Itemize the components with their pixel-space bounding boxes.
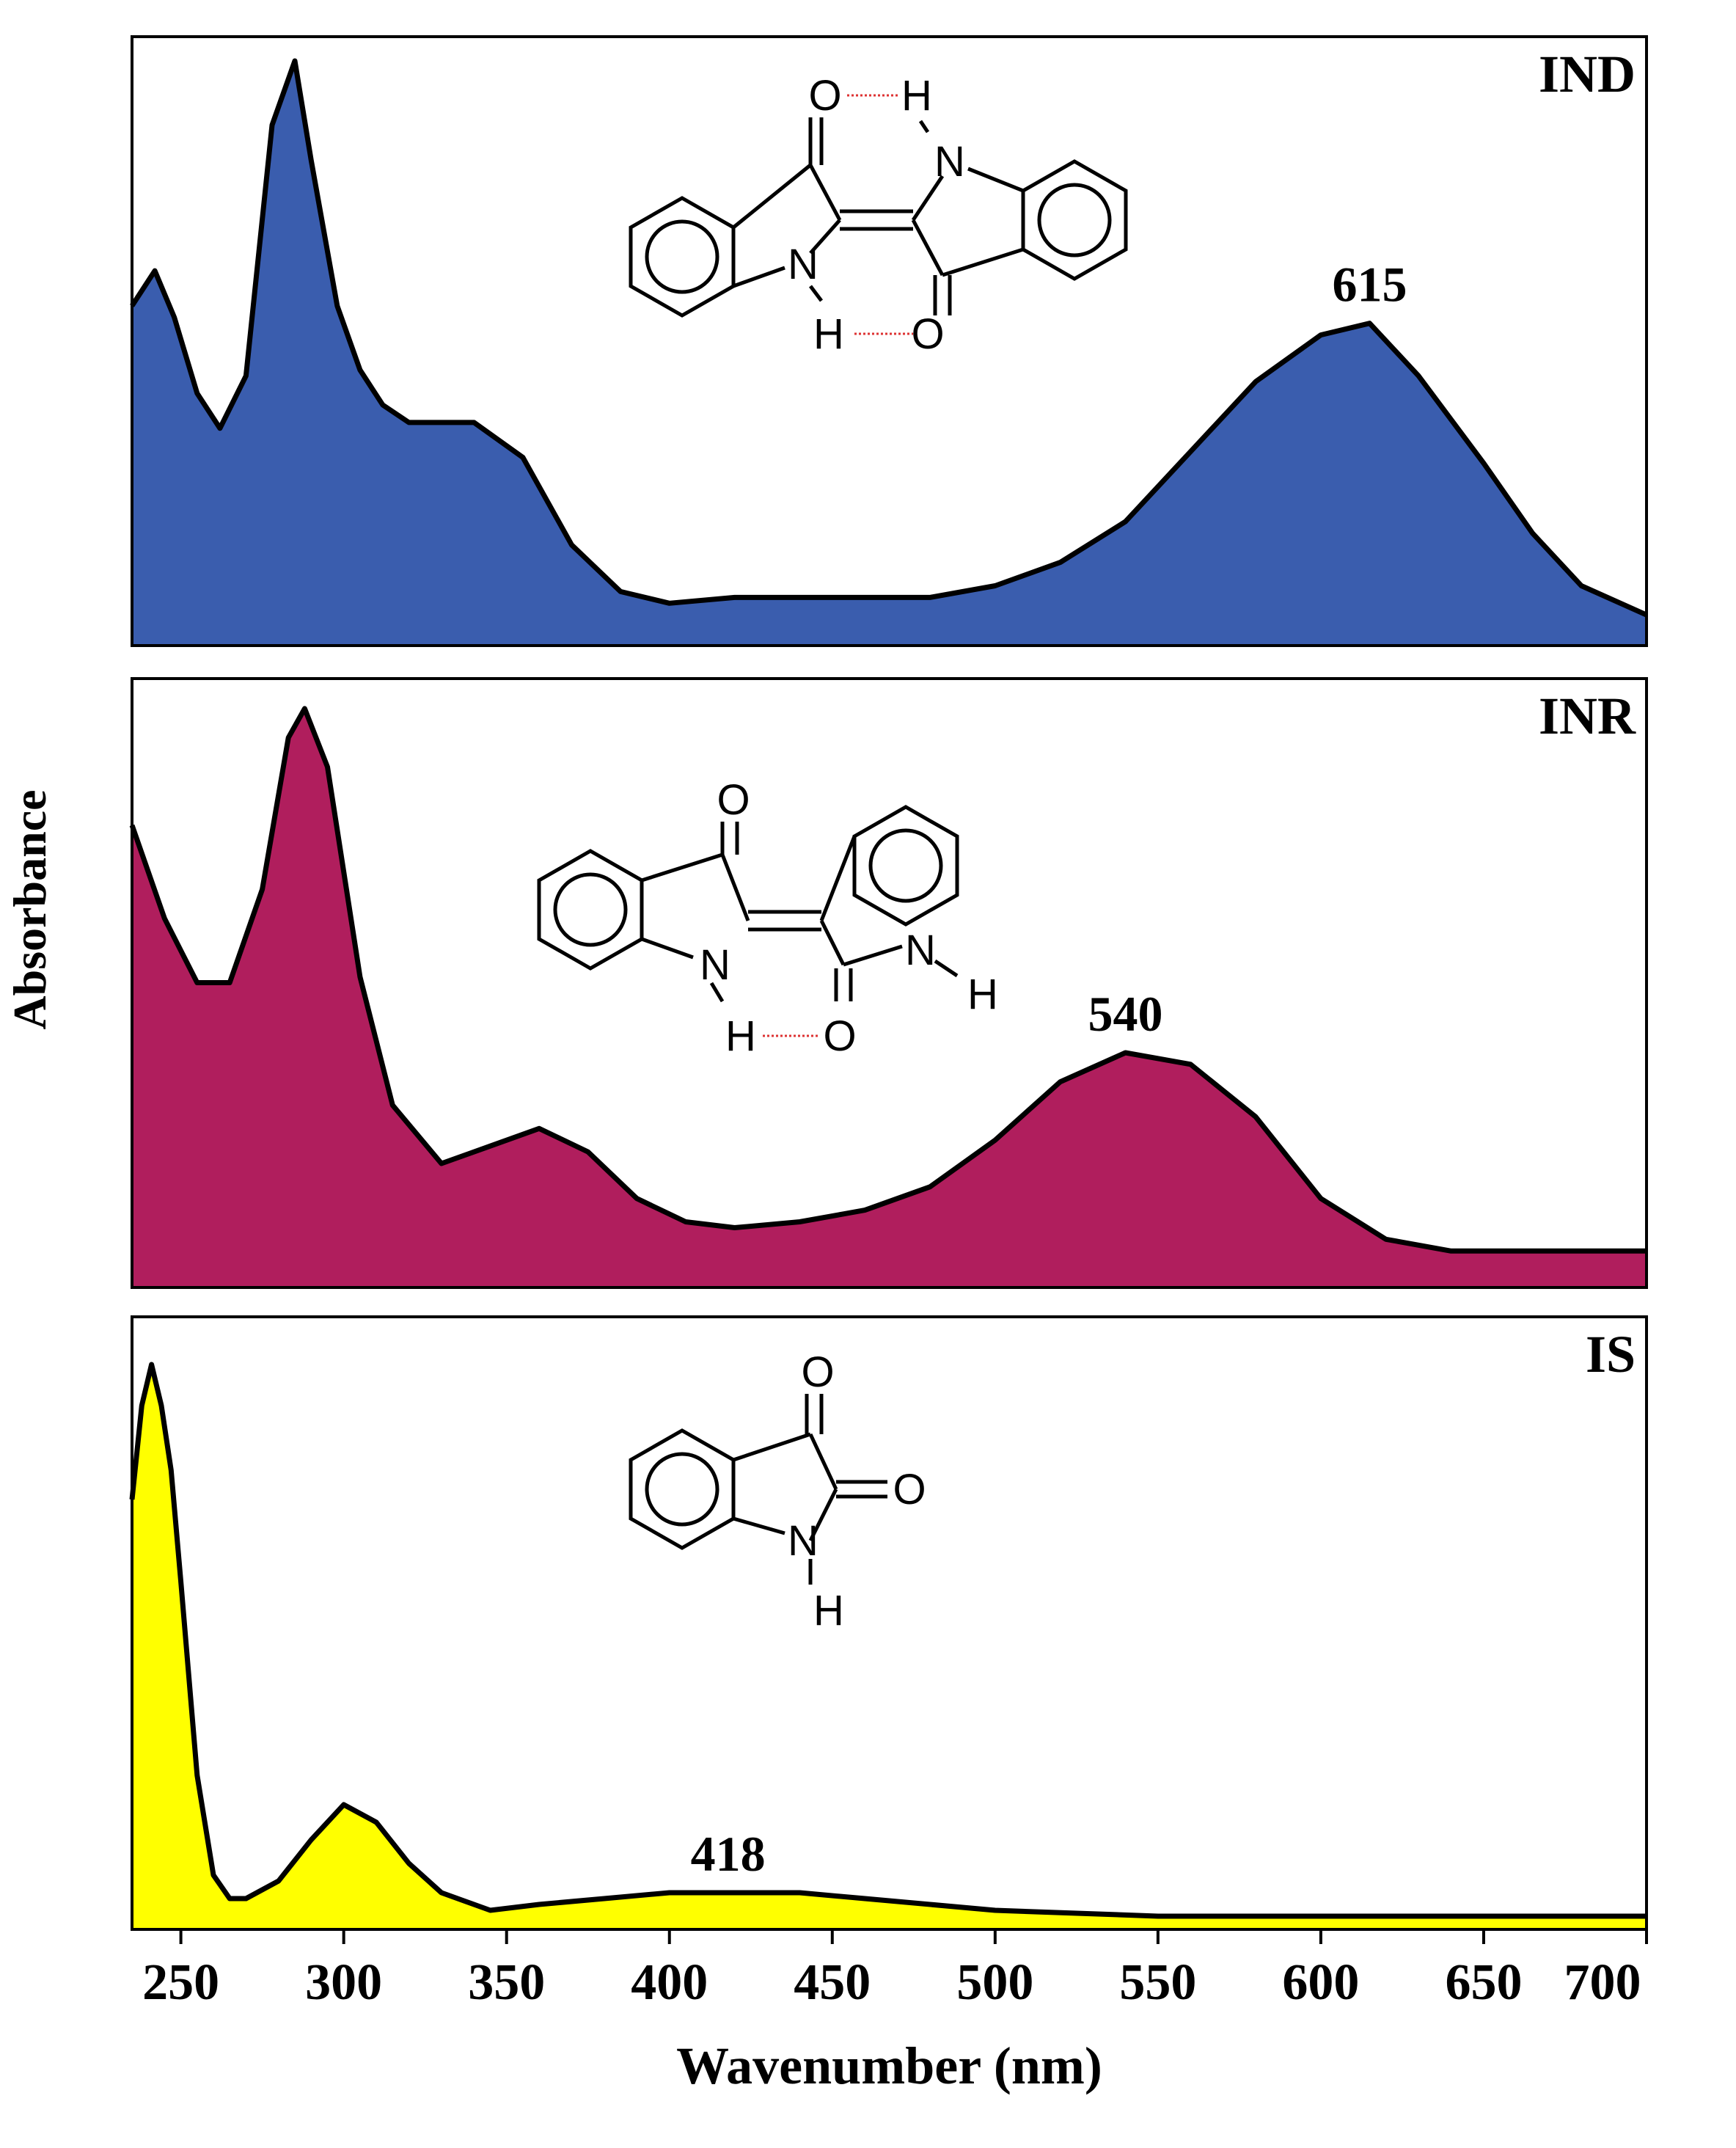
inr-atom-n-left: N [700,941,730,989]
area-fill-ind [132,61,1647,646]
panel-is: IS 418 [129,1315,1648,1931]
panel-ind: IND 615 [130,35,1648,647]
indigo-atom-labels: O H N N H O [788,72,965,358]
x-tick-label: 450 [794,1954,871,2011]
ind-atom-n-right: N [934,138,965,186]
ind-atom-n-left: N [788,241,818,288]
inr-atom-n-right: N [905,927,936,974]
inr-atom-o-top: O [717,776,750,824]
inr-atom-h-right: H [967,971,998,1018]
panel-label-ind: IND [1539,45,1636,103]
spectrum-line-ind [130,58,1648,618]
ind-atom-o-top: O [808,72,841,120]
x-tick-label: 250 [142,1954,219,2011]
panel-label-inr: INR [1539,687,1636,745]
x-tick-label: 600 [1282,1954,1359,2011]
is-atom-o-top: O [801,1348,834,1396]
x-tick-label: 500 [956,1954,1033,2011]
panel-label-is: IS [1586,1325,1636,1384]
inr-atom-o-bottom: O [823,1012,856,1060]
spectrum-line-is [129,1362,1647,1919]
x-tick-label: 550 [1119,1954,1196,2011]
panel-frame-is [131,1315,1648,1931]
panel-frame-ind [131,35,1648,647]
x-tick-label: 300 [305,1954,382,2011]
x-tick-label: 700 [1564,1954,1641,2011]
x-tick-label: 650 [1445,1954,1522,2011]
y-axis-label: Absorbance [4,789,56,1029]
indirubin-atom-labels: O N H O N H [700,776,998,1060]
peak-label-ind: 615 [1333,257,1407,313]
indirubin-structure [537,805,959,1037]
is-atom-n: N [788,1517,818,1565]
x-tick-label: 350 [468,1954,545,2011]
x-axis-label: Wavenumber (nm) [676,2036,1102,2095]
panel-inr: INR 540 [129,677,1648,1289]
spectrum-line-inr [129,706,1647,1254]
ind-atom-h-bottom: H [813,310,844,358]
peak-label-is: 418 [691,1826,766,1882]
ind-atom-o-bottom: O [911,310,944,358]
panel-frame-inr [131,677,1648,1289]
inr-atom-h-left: H [725,1012,756,1060]
area-fill-is [132,1365,1647,1929]
isatin-atom-labels: O O N H [788,1348,926,1634]
ind-atom-h-top: H [901,72,932,120]
peak-label-inr: 540 [1088,986,1162,1042]
area-fill-inr [132,708,1647,1287]
isatin-structure [629,1394,887,1585]
is-atom-h: H [813,1587,844,1634]
is-atom-o-right: O [893,1466,926,1513]
x-tick-label: 400 [631,1954,708,2011]
x-axis: 250 300 350 400 450 500 550 600 650 700 [142,1929,1648,2011]
indigo-structure [629,94,1128,335]
